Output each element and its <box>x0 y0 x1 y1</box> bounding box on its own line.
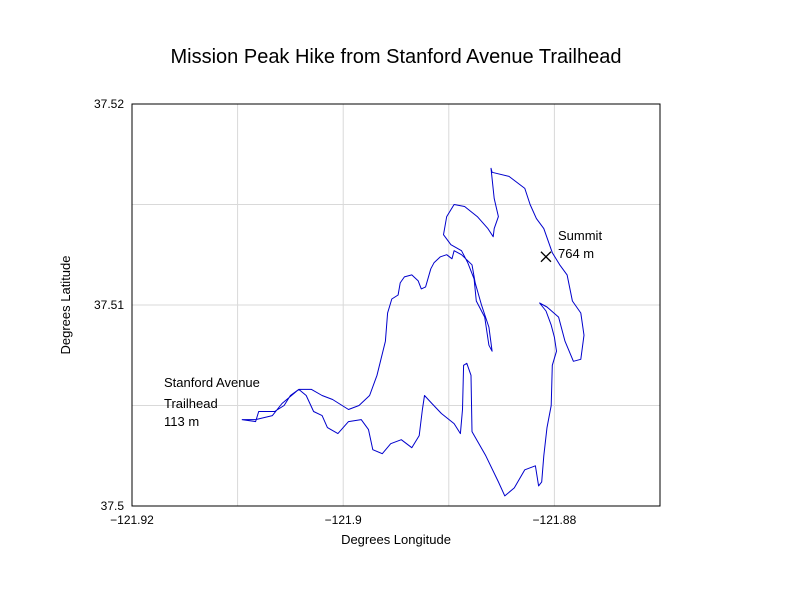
y-axis-label: Degrees Latitude <box>58 255 73 354</box>
y-tick-label: 37.51 <box>94 298 124 312</box>
x-tick-label: −121.92 <box>110 513 154 527</box>
chart-title: Mission Peak Hike from Stanford Avenue T… <box>171 46 622 68</box>
plot-frame <box>131 103 661 507</box>
x-tick-label: −121.9 <box>325 513 362 527</box>
grid-lines <box>132 104 660 506</box>
trailhead-label-line1: Stanford Avenue <box>164 375 260 390</box>
y-tick-label: 37.5 <box>101 499 125 513</box>
x-axis-label: Degrees Longitude <box>341 532 451 547</box>
markers <box>540 251 552 263</box>
trailhead-elevation-label: 113 m <box>164 414 199 429</box>
summit-marker <box>540 251 552 263</box>
axis-ticks: −121.92 −121.9 −121.88 37.5 37.51 37.52 <box>94 97 577 527</box>
summit-marker-stroke <box>540 251 552 263</box>
route-lines <box>241 167 585 497</box>
trailhead-label-line2: Trailhead <box>164 396 218 411</box>
summit-label: Summit <box>558 228 602 243</box>
y-tick-label: 37.52 <box>94 97 124 111</box>
summit-elevation-label: 764 m <box>558 246 594 261</box>
route-line <box>241 167 585 497</box>
x-tick-label: −121.88 <box>533 513 577 527</box>
